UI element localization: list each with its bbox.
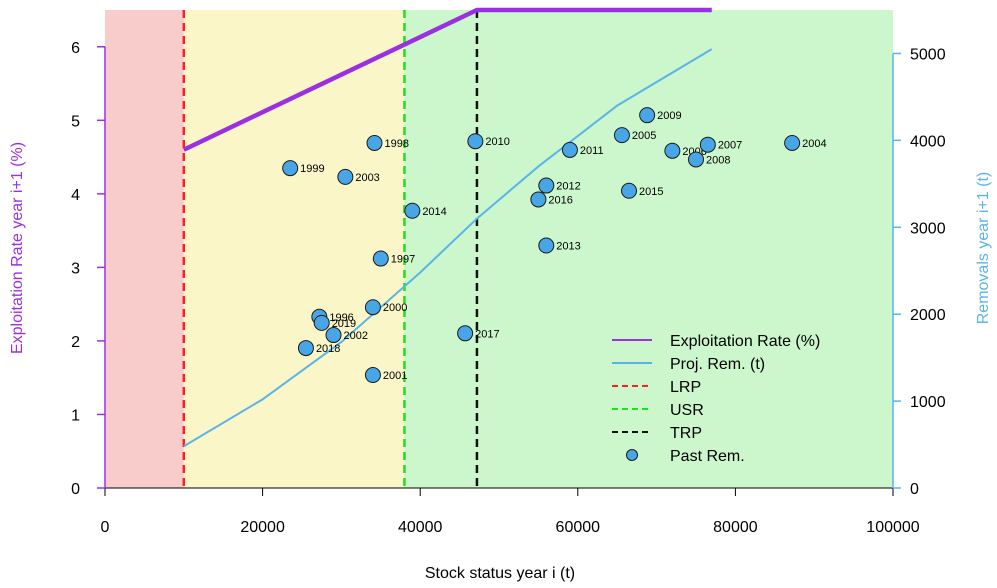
y-right-tick-label-0: 0 [910,481,919,498]
point-2018 [297,340,314,357]
series-lines [182,7,713,448]
y-left-tick-label-6: 6 [71,40,80,57]
point-label-2003: 2003 [355,172,379,184]
x-tick-label-2: 40000 [398,519,443,536]
point-label-2016: 2016 [548,194,572,206]
point-2016 [530,191,547,208]
axes: 0 20000 40000 60000 80000 100000 0 1 2 3 4 5 6 0 1000 2… [71,40,946,536]
point-1998 [366,134,383,151]
point-2011 [561,141,578,158]
point-label-2007: 2007 [718,140,742,152]
point-2004 [784,134,801,151]
x-tick-label-4: 80000 [713,519,758,536]
point-label-2009: 2009 [657,110,681,122]
point-label-2001: 2001 [383,370,407,382]
y-left-tick-label-4: 4 [71,187,80,204]
zone-backgrounds [105,10,893,488]
exploitation-rate-line [182,7,712,152]
legend-label-lrp: LRP [670,379,701,396]
legend: Exploitation Rate (%) Proj. Rem. (t) LRP US… [612,333,820,465]
legend-swatch-past-rem [626,449,638,461]
point-label-2014: 2014 [422,206,446,218]
point-2001 [364,367,381,384]
point-label-2013: 2013 [556,241,580,253]
y-axis-right-title: Removals year i+1 (t) [975,172,992,325]
point-label-1998: 1998 [384,138,408,150]
point-2013 [538,237,555,254]
point-2000 [364,299,381,316]
zone-2 [404,10,893,488]
legend-label-past-rem: Past Rem. [670,448,745,465]
point-2008 [688,151,704,168]
point-2012 [538,177,555,194]
point-label-2010: 2010 [485,136,509,148]
point-2002 [325,327,342,344]
legend-label-usr: USR [670,402,704,419]
point-label-2015: 2015 [639,186,663,198]
x-tick-label-5: 100000 [866,519,919,536]
legend-label-trp: TRP [670,425,702,442]
point-label-1999: 1999 [300,163,324,175]
point-label-1996: 1996 [329,312,353,324]
point-label-2017: 2017 [475,328,499,340]
zone-1 [183,10,405,488]
y-axis-left-title: Exploitation Rate year i+1 (%) [9,142,26,354]
point-label-2000: 2000 [383,302,407,314]
y-left-tick-label-0: 0 [71,481,80,498]
y-left-tick-label-1: 1 [71,407,80,424]
y-left-tick-label-3: 3 [71,260,80,277]
point-label-2008: 2008 [706,154,730,166]
point-2014 [404,202,421,219]
x-tick-label-3: 60000 [556,519,601,536]
point-1999 [282,160,299,177]
point-2009 [639,107,656,124]
point-label-2004: 2004 [802,138,826,150]
zone-0 [105,10,184,488]
projected-removals-line [183,48,713,448]
point-2005 [613,127,630,144]
x-tick-label-1: 20000 [240,519,285,536]
point-2003 [337,168,354,185]
x-axis-title: Stock status year i (t) [425,565,575,582]
point-label-2002: 2002 [344,330,368,342]
point-2015 [621,182,638,199]
point-label-2012: 2012 [556,181,580,193]
y-left-tick-label-5: 5 [71,113,80,130]
point-2007 [699,136,716,153]
point-label-2019: 2019 [332,318,356,330]
legend-label-proj-rem-t: Proj. Rem. (t) [670,356,765,373]
y-right-tick-label-2: 2000 [910,307,946,324]
point-2010 [467,133,484,150]
point-2019 [313,314,330,331]
point-label-2005: 2005 [632,130,656,142]
past-removals-points: 1996 1997 1998 1999 2000 2001 2002 2003 2004 2005… [282,107,827,384]
y-right-tick-label-5: 5000 [910,46,946,63]
y-left-tick-label-2: 2 [71,334,80,351]
point-2006 [664,142,681,159]
y-right-tick-label-4: 4000 [910,133,946,150]
reference-lines [182,10,479,488]
legend-label-exploitation-rate: Exploitation Rate (%) [670,333,820,350]
x-tick-label-0: 0 [101,519,110,536]
point-2017 [457,325,474,342]
point-label-1997: 1997 [391,254,415,266]
point-label-2011: 2011 [580,145,604,157]
y-right-tick-label-1: 1000 [910,394,946,411]
y-right-tick-label-3: 3000 [910,220,946,237]
point-1997 [372,250,389,267]
point-label-2018: 2018 [316,343,340,355]
